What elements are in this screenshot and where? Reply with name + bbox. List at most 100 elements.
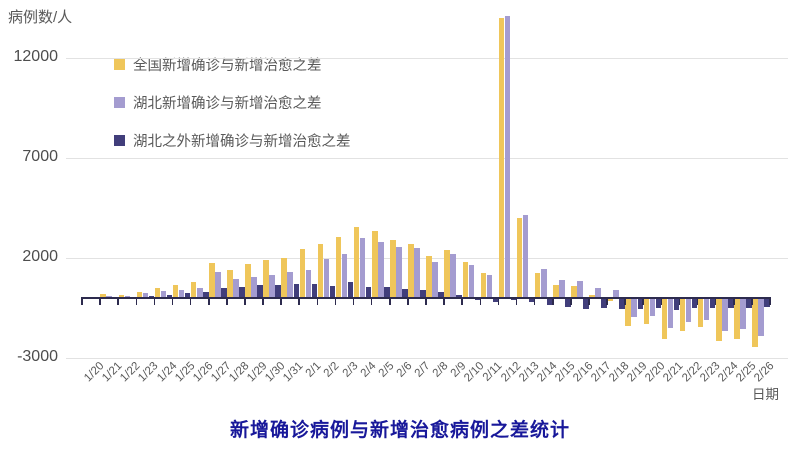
bar-national-2-8 bbox=[426, 256, 432, 298]
x-axis-tick bbox=[135, 298, 138, 305]
bar-national-1-24 bbox=[154, 288, 161, 298]
x-axis-tick bbox=[171, 298, 174, 305]
x-axis-tick bbox=[678, 298, 681, 305]
x-axis-tick bbox=[515, 298, 518, 305]
x-axis-tick bbox=[570, 298, 572, 305]
x-axis-tick bbox=[81, 298, 83, 305]
legend-item-1: 湖北新增确诊与新增治愈之差 bbox=[114, 91, 351, 113]
x-axis-tick bbox=[334, 298, 337, 305]
bar-national-1-29 bbox=[245, 264, 251, 298]
x-axis-tick bbox=[189, 298, 192, 305]
bar-outside-hubei-2-9 bbox=[456, 294, 462, 298]
bar-hubei-2-15 bbox=[559, 280, 565, 298]
bar-national-2-25 bbox=[734, 299, 740, 340]
legend-item-0: 全国新增确诊与新增治愈之差 bbox=[114, 53, 351, 75]
bar-outside-hubei-1-28 bbox=[239, 287, 245, 298]
bar-outside-hubei-2-11 bbox=[492, 299, 499, 302]
bar-outside-hubei-2-2 bbox=[329, 286, 336, 298]
bar-hubei-1-28 bbox=[233, 279, 239, 298]
bar-national-2-11 bbox=[480, 273, 487, 298]
gridline-12000 bbox=[66, 57, 788, 59]
bar-outside-hubei-2-19 bbox=[637, 299, 644, 310]
x-axis-tick bbox=[352, 298, 355, 305]
bar-hubei-2-5 bbox=[378, 242, 384, 298]
bar-hubei-1-25 bbox=[178, 289, 185, 298]
y-axis-tick-label: 7000 bbox=[22, 148, 58, 165]
bar-outside-hubei-2-10 bbox=[474, 299, 481, 301]
bar-hubei-2-19 bbox=[631, 299, 638, 318]
bar-national-2-24 bbox=[715, 299, 722, 342]
bar-outside-hubei-2-14 bbox=[547, 299, 553, 306]
bar-national-2-16 bbox=[571, 286, 577, 298]
bar-national-1-23 bbox=[136, 291, 143, 298]
bar-national-2-2 bbox=[317, 244, 324, 298]
gridline-7000 bbox=[66, 157, 788, 159]
y-axis-tick-label: 12000 bbox=[13, 48, 59, 65]
bar-outside-hubei-2-24 bbox=[728, 299, 734, 309]
bar-national-2-7 bbox=[408, 244, 414, 298]
bar-outside-hubei-2-8 bbox=[438, 292, 444, 298]
x-axis-tick bbox=[370, 298, 373, 305]
x-axis-tick bbox=[407, 298, 409, 305]
bar-national-2-20 bbox=[643, 299, 650, 324]
bar-hubei-2-20 bbox=[649, 299, 656, 317]
legend-label: 湖北新增确诊与新增治愈之差 bbox=[133, 95, 322, 112]
legend-label: 全国新增确诊与新增治愈之差 bbox=[133, 57, 322, 74]
bar-national-1-26 bbox=[190, 282, 197, 298]
x-axis-tick bbox=[461, 298, 463, 305]
bar-hubei-1-26 bbox=[196, 288, 203, 298]
bar-outside-hubei-2-15 bbox=[565, 299, 571, 308]
bar-outside-hubei-2-25 bbox=[746, 299, 752, 308]
x-axis-tick bbox=[642, 298, 645, 305]
chart-title: 新增确诊病例与新增治愈病例之差统计 bbox=[229, 420, 570, 441]
bar-national-1-31 bbox=[281, 258, 287, 298]
bar-outside-hubei-1-29 bbox=[257, 285, 263, 298]
legend-label: 湖北之外新增确诊与新增治愈之差 bbox=[133, 133, 351, 150]
bar-hubei-2-8 bbox=[432, 262, 438, 298]
bar-hubei-2-11 bbox=[486, 275, 493, 298]
bar-hubei-1-31 bbox=[287, 272, 294, 298]
x-axis-tick bbox=[479, 298, 482, 305]
bar-hubei-1-23 bbox=[142, 293, 149, 298]
x-axis-tick bbox=[533, 298, 536, 305]
bar-outside-hubei-2-18 bbox=[619, 299, 625, 309]
legend-swatch-icon bbox=[114, 134, 125, 146]
bar-national-2-9 bbox=[444, 250, 450, 298]
bar-hubei-2-23 bbox=[703, 299, 710, 321]
legend-item-2: 湖北之外新增确诊与新增治愈之差 bbox=[114, 129, 351, 151]
bar-national-2-10 bbox=[462, 262, 469, 298]
bar-hubei-1-21 bbox=[106, 295, 112, 298]
x-axis-tick bbox=[660, 298, 663, 305]
bar-hubei-2-7 bbox=[414, 248, 420, 298]
bar-outside-hubei-2-12 bbox=[510, 299, 517, 301]
bar-national-1-25 bbox=[172, 285, 179, 298]
bar-national-2-14 bbox=[534, 273, 541, 298]
bar-national-2-23 bbox=[697, 299, 704, 328]
bar-outside-hubei-1-24 bbox=[166, 295, 173, 298]
x-axis-tick bbox=[425, 298, 427, 305]
bar-hubei-1-29 bbox=[251, 277, 257, 298]
bar-hubei-2-1 bbox=[305, 270, 312, 298]
bar-national-2-12 bbox=[498, 18, 505, 298]
bar-outside-hubei-1-27 bbox=[221, 288, 227, 298]
x-axis-tick bbox=[751, 298, 753, 305]
bar-national-2-22 bbox=[679, 299, 686, 331]
bar-national-2-3 bbox=[335, 237, 342, 298]
legend-swatch-icon bbox=[114, 58, 125, 70]
bar-outside-hubei-2-22 bbox=[691, 299, 698, 309]
x-axis-tick bbox=[551, 298, 554, 305]
legend-swatch-icon bbox=[114, 96, 125, 108]
x-axis-tick bbox=[732, 298, 735, 305]
bar-hubei-2-18 bbox=[613, 290, 619, 298]
bar-hubei-1-24 bbox=[160, 291, 167, 298]
y-axis-unit-label: 病例数/人 bbox=[8, 9, 73, 26]
bar-outside-hubei-2-20 bbox=[655, 299, 662, 309]
x-axis-tick bbox=[262, 298, 264, 305]
bar-outside-hubei-1-31 bbox=[293, 284, 300, 298]
bar-national-2-17 bbox=[589, 295, 595, 298]
bar-national-1-21 bbox=[100, 294, 106, 298]
bar-national-1-22 bbox=[118, 295, 125, 298]
x-axis-tick bbox=[207, 298, 210, 305]
x-axis-tick bbox=[588, 298, 590, 305]
bar-outside-hubei-1-30 bbox=[275, 285, 281, 298]
